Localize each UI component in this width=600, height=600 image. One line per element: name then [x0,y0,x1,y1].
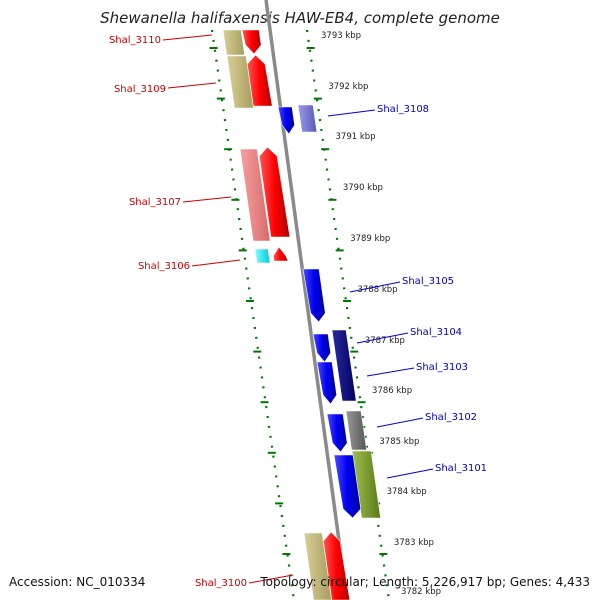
gene-label: Shal_3108 [377,104,429,115]
gene-arrow [312,333,332,363]
scale-label: 3783 kbp [394,538,434,548]
gene-arrow [302,268,326,323]
gene-arrow [331,329,357,402]
gene-arrow [333,454,362,519]
gene-leader-line [376,417,424,428]
gene-leader-line [167,82,217,89]
gene-leader-line [182,196,232,203]
scale-label: 3787 kbp [365,336,405,346]
scale-label: 3785 kbp [379,437,419,447]
gene-leader-line [356,332,409,344]
gene-label: Shal_3107 [129,197,181,208]
gene-label: Shal_3101 [435,463,487,474]
gene-leader-line [366,367,415,377]
gene-label: Shal_3100 [195,578,247,589]
gene-features [222,29,381,600]
gene-leader-line [248,574,294,584]
gene-arrow [239,148,271,242]
genome-summary-text: Topology: circular; Length: 5,226,917 bp… [259,575,590,589]
gene-arrow [226,55,254,109]
gene-arrow [297,104,318,133]
scale-label: 3782 kbp [401,587,441,597]
gene-leader-line [327,109,376,117]
scale-label: 3790 kbp [343,183,383,193]
gene-label: Shal_3110 [109,35,161,46]
gene-label: Shal_3104 [410,327,462,338]
gene-arrow [272,246,289,262]
accession-text: Accession: NC_010334 [9,575,145,589]
gene-arrow [277,106,295,135]
gene-arrow [322,531,351,600]
scale-label: 3784 kbp [387,487,427,497]
gene-label: Shal_3109 [114,84,166,95]
gene-arrow [254,248,271,264]
gene-label: Shal_3103 [416,362,468,373]
scale-label: 3793 kbp [321,31,361,41]
gene-arrow [345,410,367,451]
genome-backbone [264,0,349,600]
gene-arrow [303,532,332,600]
gene-arrow [316,361,338,405]
gene-arrow [246,54,273,107]
scale-label: 3786 kbp [372,386,412,396]
gene-label: Shal_3102 [425,412,477,423]
gene-leader-line [191,259,241,267]
gene-arrow [258,146,291,238]
scale-label: 3792 kbp [328,82,368,92]
scale-label: 3789 kbp [350,234,390,244]
gene-labels: Shal_3110 Shal_3109 Shal_3108 Shal_3107 Shal… [109,34,487,589]
gene-label: Shal_3105 [402,276,454,287]
scale-label: 3788 kbp [358,285,398,295]
gene-leader-line [349,281,401,293]
gene-arrow [222,29,245,56]
gene-arrow [326,413,348,453]
scale-label: 3791 kbp [336,132,376,142]
gene-arrow [241,29,262,55]
plus-major-ticks [209,47,291,555]
gene-label: Shal_3106 [138,261,190,272]
gene-leader-line [386,468,434,479]
gene-leader-line [162,34,213,41]
map-title: Shewanella halifaxensis HAW-EB4, complet… [100,9,500,27]
scale-labels: 3793 kbp 3792 kbp 3791 kbp 3790 kbp 3789 kbp… [321,31,441,597]
